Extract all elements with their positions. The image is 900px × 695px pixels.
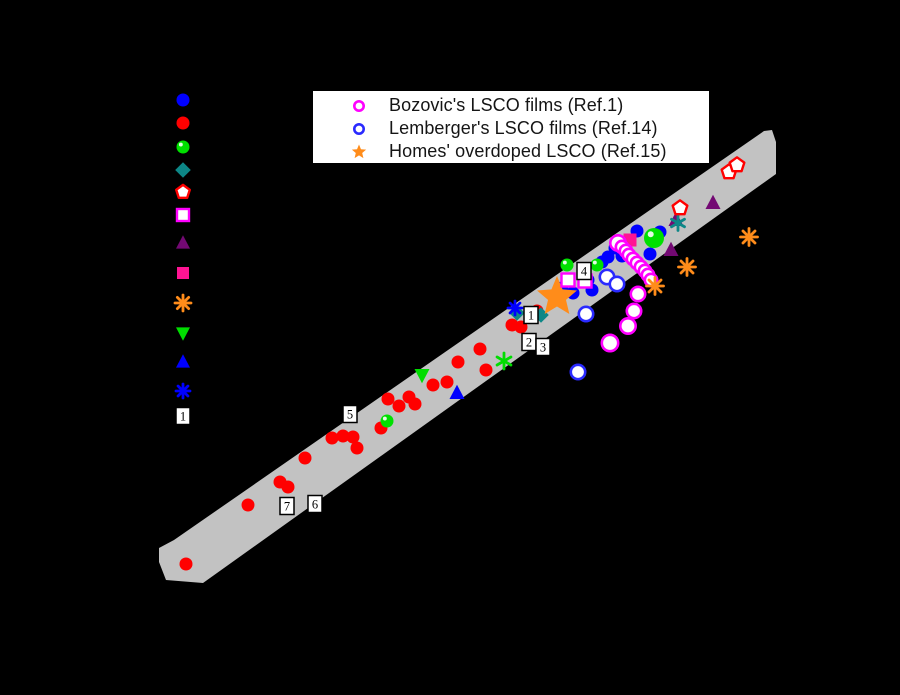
svg-text:7: 7 — [284, 500, 290, 514]
marker-red-filled-circles — [325, 431, 339, 445]
marker-red-filled-circles — [298, 451, 312, 465]
svg-text:1: 1 — [180, 410, 186, 424]
marker-red-filled-circles — [350, 441, 364, 455]
side-legend-marker-diamond-3 — [175, 162, 191, 178]
marker-blue-asterisk — [506, 299, 524, 317]
marker-orange-asterisks — [739, 227, 759, 247]
marker-red-filled-circles — [281, 480, 295, 494]
legend-label-bozovic: Bozovic's LSCO films (Ref.1) — [389, 95, 624, 115]
marker-red-filled-circles — [426, 378, 440, 392]
svg-text:3: 3 — [540, 341, 546, 355]
point-label-box-7: 7 — [279, 496, 295, 516]
point-label-box-4: 4 — [576, 261, 592, 281]
point-label-box-2: 2 — [521, 332, 537, 352]
marker-green-asterisk — [495, 351, 513, 371]
marker-red-filled-circles — [346, 430, 360, 444]
side-legend-marker-numbox-12: 1 — [175, 406, 191, 426]
marker-bozovic-open-circles — [625, 302, 643, 320]
legend-label-lemberger: Lemberger's LSCO films (Ref.14) — [389, 118, 658, 138]
svg-text:6: 6 — [312, 498, 318, 512]
marker-lemberger-open-circles — [608, 275, 626, 293]
side-legend-marker-circle-0 — [176, 93, 190, 107]
marker-red-filled-circles — [336, 429, 350, 443]
lemberger-marker — [353, 122, 365, 135]
marker-lemberger-open-circles — [569, 363, 587, 381]
point-label-box-1: 1 — [523, 305, 539, 325]
homes-marker — [351, 144, 367, 158]
lemberger-open-circle-icon — [353, 122, 365, 135]
marker-bozovic-open-circles — [600, 333, 620, 353]
marker-green-balls — [590, 258, 604, 272]
marker-bozovic-open-circles — [618, 316, 637, 335]
marker-red-open-pentagons — [671, 199, 689, 216]
homes-star-icon — [351, 144, 367, 158]
marker-green-down-triangle — [414, 369, 430, 384]
marker-orange-asterisks — [677, 257, 697, 277]
marker-blue-up-triangle — [449, 384, 465, 399]
point-label-box-6: 6 — [307, 494, 323, 514]
side-legend-marker-ball-2 — [176, 140, 190, 154]
point-label-box-3: 3 — [535, 337, 551, 357]
side-legend-marker-square-7 — [177, 267, 189, 279]
side-legend-marker-ast8-8 — [173, 293, 193, 313]
marker-red-filled-circles — [241, 498, 255, 512]
marker-red-filled-circles — [473, 342, 487, 356]
side-legend-marker-tri-up-6 — [176, 235, 190, 249]
svg-text:2: 2 — [526, 336, 532, 350]
marker-orange-asterisks — [645, 276, 665, 296]
marker-red-filled-circles — [392, 399, 406, 413]
marker-teal-diamonds — [509, 305, 525, 321]
marker-green-balls — [380, 414, 394, 428]
side-legend-marker-square-open-5 — [175, 207, 191, 223]
marker-green-balls — [560, 258, 574, 272]
bozovic-open-circle-icon — [353, 99, 365, 112]
side-legend-marker-tri-up-10 — [176, 354, 190, 368]
marker-blue-filled-circles — [643, 247, 657, 261]
side-legend-marker-ast8-11 — [174, 382, 192, 400]
marker-red-filled-circles — [440, 375, 454, 389]
marker-magenta-open-squares — [560, 272, 576, 288]
marker-purple-triangles — [663, 241, 679, 256]
legend-item-homes: Homes' overdoped LSCO (Ref.15) — [313, 140, 709, 163]
side-legend-marker-pentagon-4 — [174, 183, 192, 199]
marker-blue-filled-circles — [601, 250, 615, 264]
scaling-band — [159, 130, 776, 583]
marker-lemberger-open-circles — [577, 305, 595, 323]
marker-bozovic-open-circles — [629, 285, 647, 303]
marker-green-ball-large — [644, 228, 664, 248]
marker-red-filled-circles — [451, 355, 465, 369]
marker-teal-star — [670, 214, 686, 232]
legend-item-bozovic: Bozovic's LSCO films (Ref.1) — [313, 94, 709, 117]
point-label-box-5: 5 — [342, 404, 358, 424]
svg-text:4: 4 — [581, 265, 588, 279]
marker-red-filled-circles — [179, 557, 193, 571]
bozovic-marker — [353, 99, 365, 112]
legend-item-lemberger: Lemberger's LSCO films (Ref.14) — [313, 117, 709, 140]
marker-teal-diamonds — [533, 307, 549, 323]
side-legend-marker-circle-1 — [176, 116, 190, 130]
legend-label-homes: Homes' overdoped LSCO (Ref.15) — [389, 141, 667, 161]
marker-purple-triangles — [705, 194, 721, 209]
marker-red-filled-circles — [408, 397, 422, 411]
svg-text:5: 5 — [347, 408, 353, 422]
side-legend-marker-tri-down-9 — [176, 327, 190, 341]
marker-red-filled-circles — [381, 392, 395, 406]
marker-homes-overdoped-star — [537, 276, 577, 314]
marker-red-filled-circles — [479, 363, 493, 377]
svg-text:1: 1 — [528, 309, 534, 323]
legend-box: Bozovic's LSCO films (Ref.1) Lemberger's… — [312, 90, 710, 164]
marker-red-open-pentagons — [728, 156, 746, 173]
